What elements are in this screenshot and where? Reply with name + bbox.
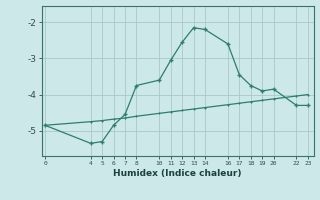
X-axis label: Humidex (Indice chaleur): Humidex (Indice chaleur) xyxy=(113,169,242,178)
